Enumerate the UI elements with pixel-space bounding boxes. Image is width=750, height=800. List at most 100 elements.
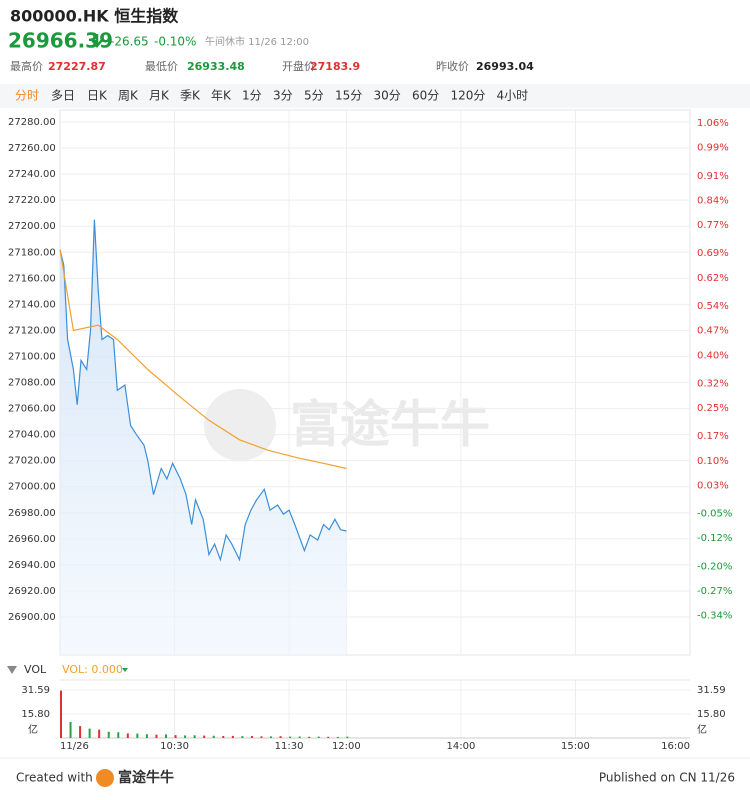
stat-value: 27227.87 (48, 60, 106, 73)
y2-tick-label: 0.84% (697, 195, 729, 206)
stat-label: 开盘价 (282, 59, 315, 73)
tab[interactable]: 5分 (304, 89, 324, 103)
y2-tick-label: 0.17% (697, 431, 729, 442)
volume-bar (279, 736, 282, 738)
volume-bar (174, 735, 177, 738)
tab[interactable]: 月K (149, 89, 170, 103)
x-tick-label: 11:30 (275, 741, 304, 752)
volume-bar (60, 690, 62, 738)
price-area (60, 219, 347, 655)
tab-bar (0, 84, 750, 108)
y-tick-label: 27000.00 (8, 482, 56, 493)
volume-bar (184, 735, 187, 738)
volume-bar (203, 735, 206, 738)
x-tick-label: 11/26 (60, 741, 89, 752)
vol-indicator[interactable]: VOL: 0.000 (62, 663, 123, 676)
volume-bar (336, 736, 339, 738)
y2-tick-label: 0.69% (697, 248, 729, 259)
tab[interactable]: 周K (118, 89, 139, 103)
volume-bar (231, 735, 234, 738)
y-tick-label: 27240.00 (8, 169, 56, 180)
x-tick-label: 15:00 (561, 741, 590, 752)
vol-title: VOL (24, 663, 47, 676)
series-line (59, 249, 347, 470)
y2-tick-label: 0.47% (697, 326, 729, 337)
stat-value: 26933.48 (187, 60, 245, 73)
volume-bar (222, 736, 225, 738)
stat-label: 最低价 (145, 60, 178, 73)
volume-bar (193, 735, 196, 738)
vol-unit-right: 亿 (697, 723, 707, 736)
tab[interactable]: 多日 (51, 89, 75, 103)
brand: 富途牛牛 (118, 769, 174, 786)
volume-bar (212, 735, 215, 738)
volume-bar (308, 736, 311, 738)
volume-bar (346, 736, 349, 738)
tab[interactable]: 1分 (242, 89, 262, 103)
volume-bar (126, 733, 129, 738)
brand-logo (96, 769, 114, 787)
y-tick-label: 27040.00 (8, 430, 56, 441)
tab[interactable]: 分时 (15, 89, 39, 103)
vol-tick-label: 15.80 (21, 709, 50, 720)
tab[interactable]: 120分 (451, 89, 486, 103)
vol-tick-label: 31.59 (21, 685, 50, 696)
change: -26.65 (110, 35, 149, 49)
stat-value: 27183.9 (310, 60, 360, 73)
y2-tick-label: -0.27% (697, 586, 732, 597)
y-tick-label: 27080.00 (8, 378, 56, 389)
y-tick-label: 26980.00 (8, 508, 56, 519)
y-tick-label: 27260.00 (8, 143, 56, 154)
volume-bar (88, 728, 91, 738)
y2-tick-label: 0.91% (697, 171, 729, 182)
volume-bar (117, 732, 120, 738)
volume-bar (79, 726, 82, 738)
created-with: Created with (16, 771, 93, 785)
volume-bar (241, 736, 244, 738)
volume-bar (317, 736, 320, 738)
y-tick-label: 26940.00 (8, 560, 56, 571)
tab[interactable]: 季K (180, 89, 201, 103)
volume-bar (98, 729, 101, 738)
tab[interactable]: 4小时 (497, 89, 529, 103)
y-tick-label: 27200.00 (8, 221, 56, 232)
y-tick-label: 27020.00 (8, 456, 56, 467)
tab[interactable]: 60分 (412, 89, 439, 103)
down-arrow (91, 34, 103, 48)
x-tick-label: 12:00 (332, 741, 361, 752)
price: 26966.39 (8, 29, 113, 53)
volume-bar (298, 736, 301, 738)
volume-bar (270, 736, 272, 738)
tab[interactable]: 30分 (374, 89, 401, 103)
volume-bar (250, 736, 253, 738)
series-line (59, 219, 347, 562)
volume-bar (289, 736, 292, 738)
watermark: 富途牛牛 (290, 396, 490, 454)
y2-tick-label: 0.32% (697, 378, 729, 389)
tab[interactable]: 年K (211, 89, 232, 103)
published: Published on CN 11/26 (599, 771, 735, 785)
stat-label: 最高价 (10, 59, 43, 73)
indicator-caret[interactable] (122, 668, 128, 672)
volume-bar (327, 736, 330, 738)
tab[interactable]: 15分 (335, 89, 362, 103)
y-tick-label: 27060.00 (8, 404, 56, 415)
vol-unit: 亿 (28, 723, 38, 736)
volume-bar (107, 731, 110, 738)
y2-tick-label: 0.40% (697, 350, 729, 361)
collapse-icon[interactable] (7, 666, 17, 674)
vol-tick-label-right: 15.80 (697, 709, 726, 720)
y-tick-label: 26960.00 (8, 534, 56, 545)
tab[interactable]: 3分 (273, 89, 293, 103)
y2-tick-label: 1.06% (697, 118, 729, 129)
volume-bar (165, 734, 167, 738)
y-tick-label: 27280.00 (8, 117, 56, 128)
status: 午间休市 11/26 12:00 (205, 35, 309, 48)
y2-tick-label: 0.03% (697, 480, 729, 491)
volume-bar (155, 734, 158, 738)
tab[interactable]: 日K (87, 89, 108, 103)
y2-tick-label: -0.34% (697, 611, 732, 622)
y-tick-label: 26920.00 (8, 586, 56, 597)
